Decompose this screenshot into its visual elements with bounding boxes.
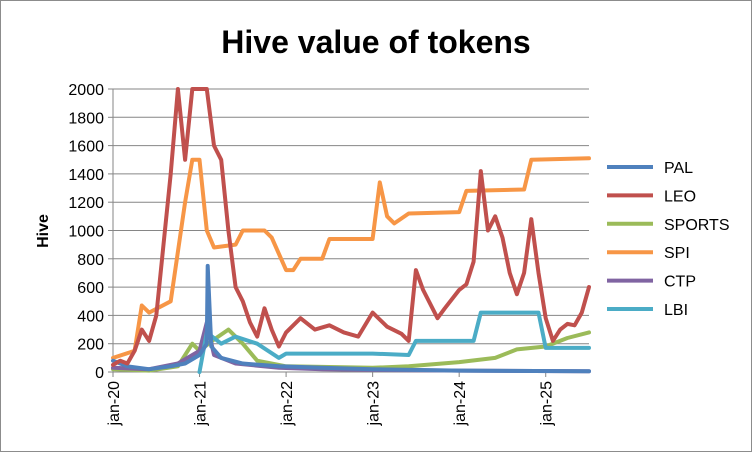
series-line-spi (111, 156, 591, 360)
x-tick-label: jan-25 (539, 381, 556, 427)
y-tick-label: 1800 (68, 110, 104, 127)
y-tick-label: 1200 (68, 195, 104, 212)
series-line-pal (111, 263, 591, 374)
x-tick-label: jan-24 (452, 381, 469, 427)
x-tick-label: jan-23 (366, 381, 383, 427)
series-line-leo (111, 87, 591, 367)
y-tick-label: 200 (77, 337, 104, 354)
y-tick-label: 1400 (68, 167, 104, 184)
legend: PAL LEO SPORTS SPI CTP LBI (607, 160, 730, 319)
y-tick-label: 0 (95, 365, 104, 382)
x-tick-label: jan-22 (279, 381, 296, 427)
legend-label: PAL (664, 160, 693, 177)
y-tick-label: 800 (77, 252, 104, 269)
legend-label: CTP (664, 274, 696, 291)
legend-label: SPI (664, 245, 690, 262)
y-tick-label: 400 (77, 308, 104, 325)
chart-title: Hive value of tokens (221, 24, 530, 60)
legend-item-spi: SPI (607, 245, 690, 262)
x-tick-label: jan-21 (193, 381, 210, 427)
legend-label: LBI (664, 302, 688, 319)
gridlines (113, 88, 589, 373)
series-lines (111, 87, 591, 374)
series-line-sports (111, 327, 591, 373)
legend-item-lbi: LBI (607, 302, 688, 319)
y-tick-label: 2000 (68, 82, 104, 99)
legend-item-ctp: CTP (607, 274, 696, 291)
axes: 0 200 400 600 800 1000 1200 1400 1600 1800 2000 jan… (68, 82, 589, 426)
y-axis-title: Hive (35, 214, 52, 248)
series-line-lbi (197, 310, 591, 374)
y-tick-label: 1600 (68, 139, 104, 156)
legend-item-pal: PAL (607, 160, 693, 177)
legend-label: SPORTS (664, 217, 730, 234)
y-tick-label: 600 (77, 280, 104, 297)
x-tick-label: jan-20 (106, 381, 123, 427)
legend-label: LEO (664, 188, 696, 205)
legend-item-sports: SPORTS (607, 217, 730, 234)
y-tick-label: 1000 (68, 224, 104, 241)
legend-item-leo: LEO (607, 188, 696, 205)
